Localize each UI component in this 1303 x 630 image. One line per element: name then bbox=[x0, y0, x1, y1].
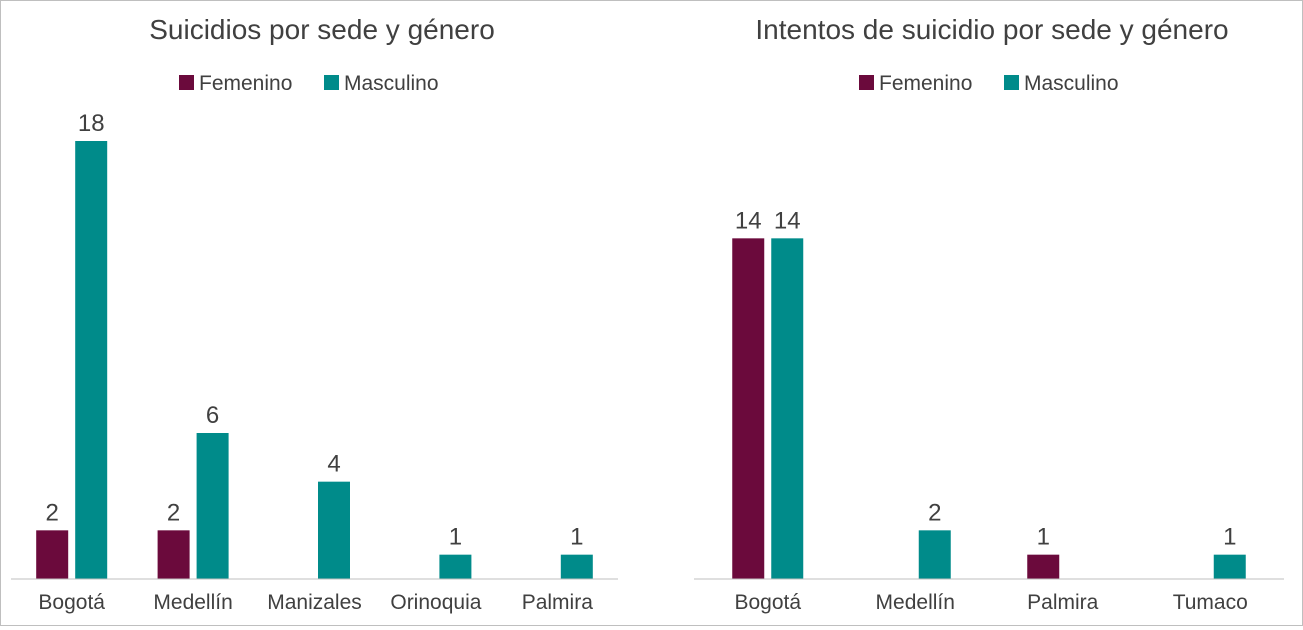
legend-swatch-masculino bbox=[324, 75, 339, 90]
data-label-masculino-palmira: 1 bbox=[570, 524, 583, 551]
data-label-femenino-palmira: 1 bbox=[1037, 524, 1050, 551]
bar-masculino-tumaco bbox=[1213, 554, 1246, 579]
bar-masculino-medellín bbox=[196, 433, 229, 579]
legend-swatch-masculino bbox=[1004, 75, 1019, 90]
data-label-masculino-medellín: 6 bbox=[206, 402, 219, 429]
bar-masculino-medellín bbox=[918, 530, 951, 579]
legend-swatch-femenino bbox=[859, 75, 874, 90]
x-tick-label-bogotá: Bogotá bbox=[734, 591, 801, 614]
data-label-masculino-bogotá: 14 bbox=[774, 207, 801, 234]
data-label-masculino-bogotá: 18 bbox=[78, 110, 105, 137]
data-label-masculino-manizales: 4 bbox=[327, 451, 340, 478]
data-label-femenino-bogotá: 14 bbox=[735, 207, 762, 234]
legend-label-femenino: Femenino bbox=[879, 72, 972, 95]
data-label-masculino-medellín: 2 bbox=[928, 499, 941, 526]
x-tick-label-palmira: Palmira bbox=[1027, 591, 1099, 614]
data-label-femenino-bogotá: 2 bbox=[46, 499, 59, 526]
data-label-masculino-tumaco: 1 bbox=[1223, 524, 1236, 551]
legend-label-femenino: Femenino bbox=[199, 72, 292, 95]
bar-masculino-manizales bbox=[318, 481, 350, 579]
data-label-masculino-orinoquia: 1 bbox=[449, 524, 462, 551]
x-tick-label-medellín: Medellín bbox=[876, 591, 955, 614]
data-label-femenino-medellín: 2 bbox=[167, 499, 180, 526]
legend-label-masculino: Masculino bbox=[344, 72, 439, 95]
bar-femenino-bogotá bbox=[732, 238, 765, 580]
bar-masculino-bogotá bbox=[75, 141, 108, 579]
x-tick-label-manizales: Manizales bbox=[267, 591, 362, 614]
bar-femenino-palmira bbox=[1027, 554, 1060, 579]
x-tick-label-tumaco: Tumaco bbox=[1173, 591, 1248, 614]
chart-title: Intentos de suicidio por sede y género bbox=[755, 14, 1228, 45]
bar-masculino-bogotá bbox=[771, 238, 804, 580]
bar-femenino-bogotá bbox=[36, 530, 69, 579]
x-tick-label-palmira: Palmira bbox=[522, 591, 594, 614]
x-tick-label-bogotá: Bogotá bbox=[38, 591, 105, 614]
legend-label-masculino: Masculino bbox=[1024, 72, 1119, 95]
bar-femenino-medellín bbox=[157, 530, 190, 579]
bar-masculino-orinoquia bbox=[439, 554, 472, 579]
chart-title: Suicidios por sede y género bbox=[149, 14, 495, 45]
x-tick-label-medellín: Medellín bbox=[153, 591, 232, 614]
x-tick-label-orinoquia: Orinoquia bbox=[390, 591, 481, 614]
legend-swatch-femenino bbox=[179, 75, 194, 90]
bar-masculino-palmira bbox=[560, 554, 593, 579]
